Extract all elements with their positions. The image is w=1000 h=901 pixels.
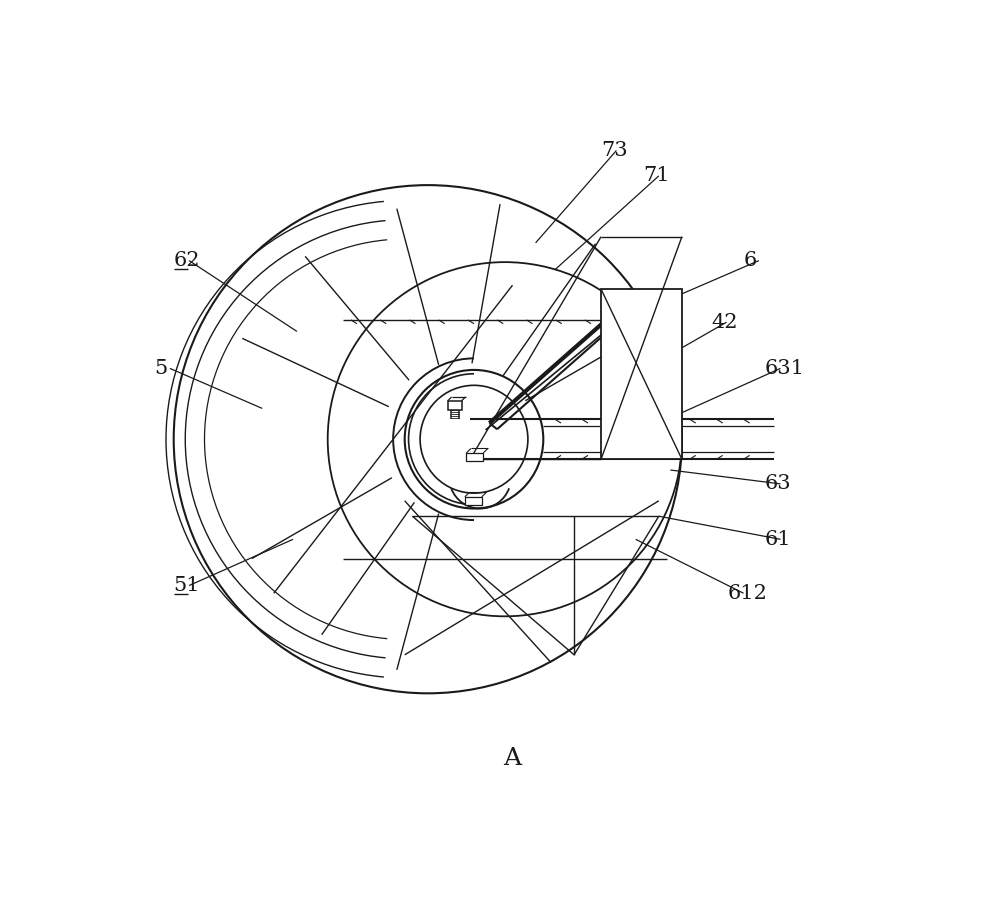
- Text: 73: 73: [601, 141, 628, 160]
- Text: A: A: [503, 747, 522, 770]
- Text: 63: 63: [765, 475, 792, 494]
- Text: 62: 62: [174, 251, 200, 270]
- Circle shape: [605, 328, 674, 396]
- Bar: [466, 453, 483, 460]
- Text: 6: 6: [744, 251, 757, 270]
- Text: 42: 42: [711, 313, 738, 332]
- Text: 71: 71: [643, 167, 670, 186]
- Text: 51: 51: [174, 576, 200, 595]
- Bar: [601, 289, 682, 460]
- Text: 61: 61: [765, 530, 792, 549]
- Text: 5: 5: [154, 359, 168, 378]
- Bar: [465, 497, 482, 505]
- Text: 631: 631: [765, 359, 805, 378]
- Bar: [448, 401, 462, 410]
- Text: 612: 612: [728, 584, 768, 603]
